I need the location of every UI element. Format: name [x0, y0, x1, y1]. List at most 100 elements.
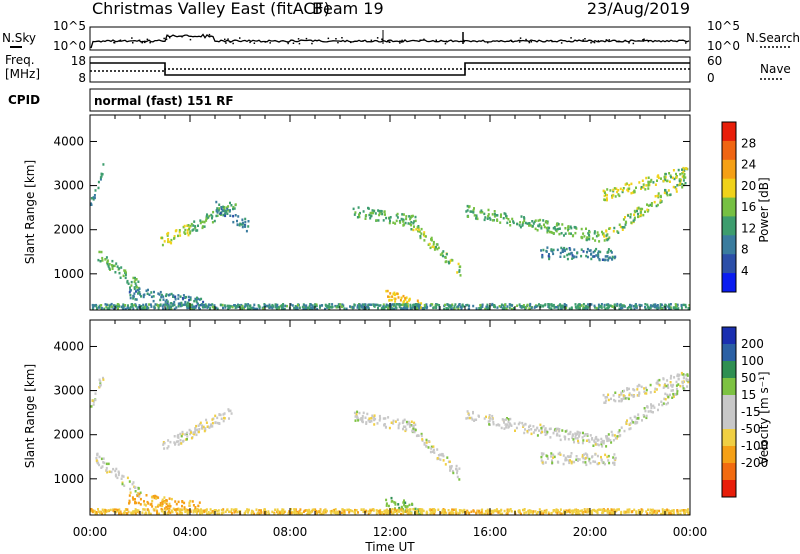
- data-cell: [439, 458, 442, 461]
- data-cell: [225, 210, 228, 213]
- data-cell: [565, 510, 568, 514]
- data-cell: [454, 508, 457, 511]
- data-cell: [218, 512, 221, 515]
- data-cell: [377, 219, 380, 222]
- data-cell: [105, 256, 108, 259]
- data-cell: [571, 234, 574, 238]
- data-cell: [554, 228, 557, 231]
- data-cell: [325, 509, 328, 513]
- data-cell: [234, 306, 237, 310]
- data-cell: [686, 385, 689, 388]
- data-cell: [605, 197, 608, 200]
- data-cell: [500, 303, 503, 306]
- power-colorbar-label: Power [dB]: [757, 177, 771, 242]
- data-cell: [546, 229, 549, 232]
- data-cell: [538, 429, 541, 432]
- data-cell: [189, 296, 192, 299]
- data-cell: [620, 426, 623, 429]
- data-cell: [390, 298, 393, 302]
- data-cell: [193, 307, 196, 311]
- data-cell: [514, 429, 516, 432]
- data-cell: [654, 305, 657, 309]
- data-cell: [633, 388, 636, 392]
- data-cell: [213, 219, 216, 223]
- freq-tick-bottom: 8: [78, 71, 86, 85]
- data-cell: [199, 512, 201, 515]
- data-cell: [306, 512, 309, 516]
- noise-search-dot: [685, 42, 687, 44]
- data-cell: [625, 221, 628, 224]
- data-cell: [618, 429, 621, 432]
- data-cell: [574, 226, 577, 229]
- data-cell: [586, 247, 589, 251]
- data-cell: [140, 295, 142, 298]
- data-cell: [195, 433, 198, 437]
- data-cell: [635, 186, 637, 189]
- data-cell: [571, 512, 574, 516]
- data-cell: [131, 482, 134, 486]
- colorbar-frame: [721, 121, 737, 293]
- data-cell: [398, 422, 401, 425]
- data-cell: [582, 439, 585, 442]
- time-tick-label: 08:00: [273, 525, 308, 539]
- data-cell: [599, 305, 601, 309]
- noise-search-dot: [560, 42, 563, 44]
- data-cell: [108, 306, 111, 310]
- data-cell: [591, 237, 594, 240]
- data-cell: [420, 434, 423, 438]
- data-cell: [611, 434, 614, 437]
- data-cell: [417, 510, 420, 513]
- data-cell: [672, 395, 675, 398]
- data-cell: [247, 509, 250, 513]
- data-cell: [404, 425, 407, 428]
- data-cell: [501, 308, 504, 311]
- data-cell: [596, 454, 599, 458]
- data-cell: [356, 304, 359, 307]
- data-cell: [449, 512, 452, 516]
- data-cell: [663, 175, 666, 179]
- data-cell: [387, 511, 390, 514]
- data-cell: [198, 428, 201, 431]
- data-cell: [561, 304, 564, 308]
- data-cell: [572, 510, 575, 513]
- data-cell: [506, 423, 509, 426]
- data-cell: [227, 209, 229, 212]
- colorbar-tick-label: -100: [741, 439, 768, 453]
- data-cell: [386, 509, 389, 513]
- data-cell: [128, 291, 131, 294]
- data-cell: [618, 223, 621, 226]
- data-cell: [245, 229, 248, 233]
- data-cell: [578, 307, 581, 310]
- data-cell: [421, 307, 424, 310]
- data-cell: [487, 306, 489, 310]
- data-cell: [402, 512, 405, 515]
- data-cell: [488, 414, 491, 417]
- data-cell: [542, 304, 545, 307]
- data-cell: [591, 255, 594, 258]
- data-cell: [540, 455, 543, 459]
- data-cell: [540, 227, 543, 230]
- data-cell: [563, 255, 566, 258]
- data-cell: [685, 167, 688, 171]
- noise-left-tick-top: 10^5: [53, 19, 86, 33]
- data-cell: [178, 231, 181, 234]
- data-cell: [385, 504, 388, 507]
- data-cell: [678, 183, 681, 187]
- data-cell: [630, 307, 633, 311]
- data-cell: [607, 398, 610, 402]
- data-cell: [218, 203, 221, 206]
- data-cell: [657, 176, 660, 180]
- data-cell: [443, 510, 446, 514]
- data-cell: [531, 220, 534, 223]
- data-cell: [382, 417, 385, 420]
- data-cell: [630, 304, 633, 307]
- beam-label: Beam 19: [312, 0, 384, 18]
- data-cell: [542, 425, 545, 428]
- data-cell: [153, 306, 156, 309]
- data-cell: [104, 303, 107, 306]
- data-cell: [421, 508, 424, 511]
- noise-search-dot: [400, 41, 403, 43]
- data-cell: [470, 510, 473, 513]
- data-cell: [647, 187, 650, 190]
- data-cell: [545, 508, 548, 512]
